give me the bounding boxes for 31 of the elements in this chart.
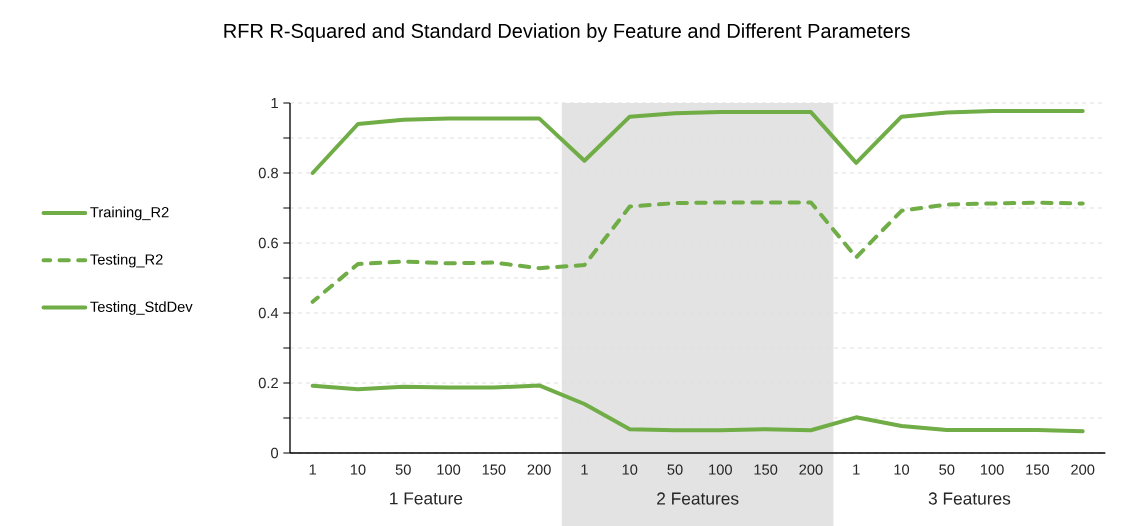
x-tick-label: 10 xyxy=(894,464,910,475)
x-tick-label: 150 xyxy=(1026,464,1050,475)
legend-label: Testing_R2 xyxy=(90,253,163,268)
y-tick-label: 0.4 xyxy=(258,307,279,319)
x-tick-label: 100 xyxy=(980,464,1004,475)
x-tick-label: 50 xyxy=(667,464,683,475)
legend-label: Training_R2 xyxy=(90,206,169,221)
x-tick-label: 10 xyxy=(350,464,366,475)
y-tick-label: 0.2 xyxy=(258,377,278,389)
y-tick-label: 0 xyxy=(271,447,279,459)
x-tick-label: 1 xyxy=(581,464,588,475)
x-tick-label: 150 xyxy=(754,464,778,475)
x-tick-label: 100 xyxy=(709,464,732,475)
text: 2 Features xyxy=(657,492,739,505)
x-tick-label: 1 xyxy=(309,464,317,475)
x-tick-label: 10 xyxy=(622,464,638,475)
x-tick-label: 50 xyxy=(395,464,411,475)
x-tick-label: 200 xyxy=(799,464,823,475)
x-tick-label: 200 xyxy=(527,464,551,475)
x-tick-label: 50 xyxy=(939,464,955,475)
x-tick-label: 100 xyxy=(437,464,461,475)
legend-label: Testing_StdDev xyxy=(90,301,193,315)
x-tick-label: 150 xyxy=(482,464,506,475)
x-tick-label: 200 xyxy=(1071,464,1095,475)
chart-title: RFR R-Squared and Standard Deviation by Feature and Different Parameters xyxy=(224,23,910,42)
y-tick-label: 1 xyxy=(271,97,278,109)
y-tick-label: 0.6 xyxy=(258,237,278,249)
text: 3 Features xyxy=(928,492,1011,505)
x-tick-label: 1 xyxy=(853,464,860,475)
y-tick-label: 0.8 xyxy=(258,167,278,179)
text: 1 Feature xyxy=(390,492,463,505)
